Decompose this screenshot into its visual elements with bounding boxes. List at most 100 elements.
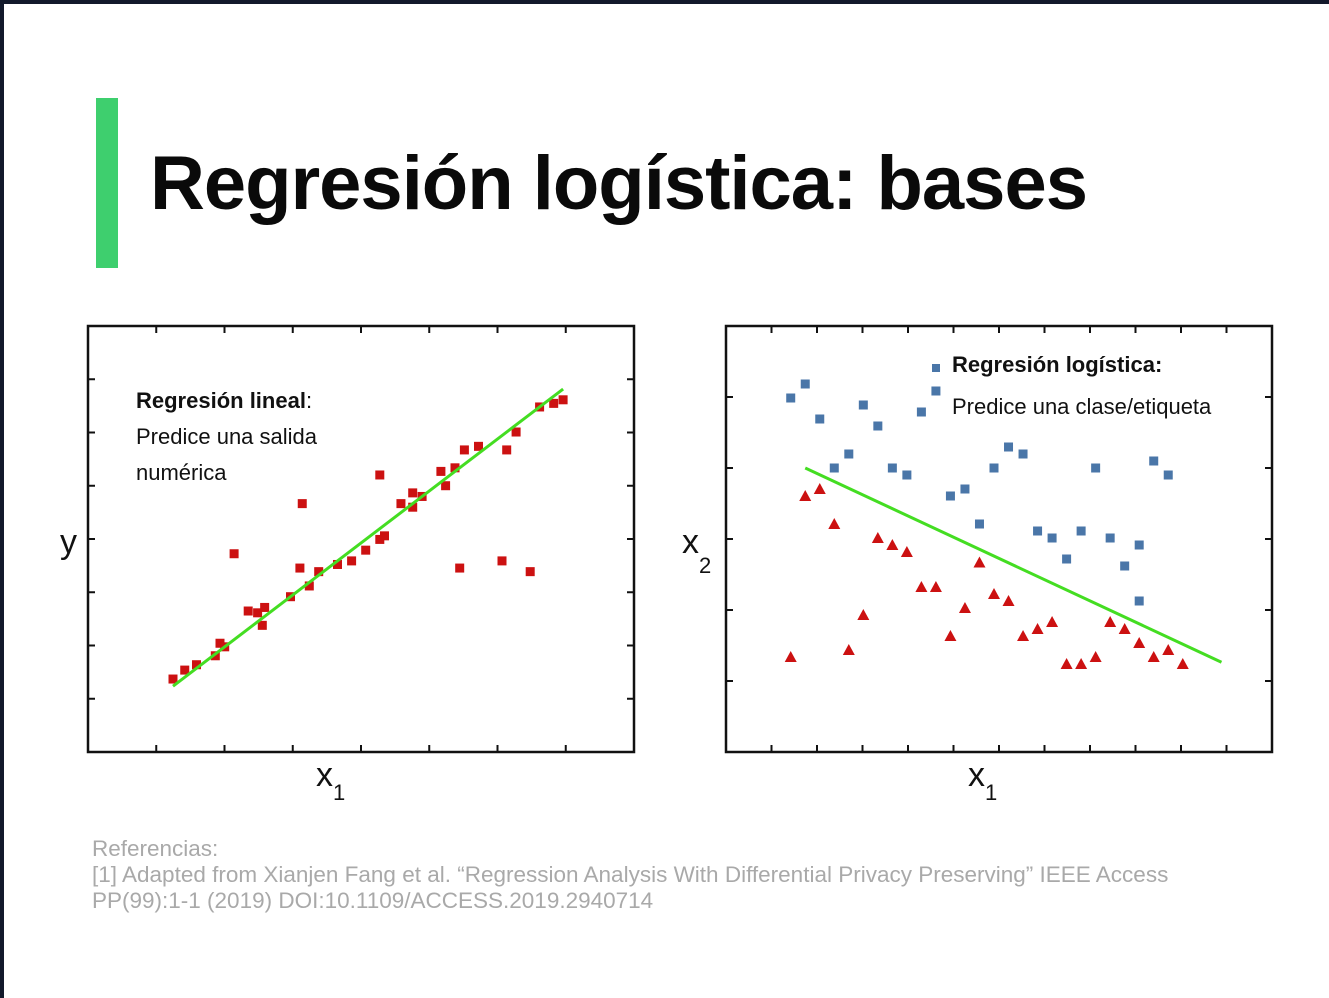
data-point-triangle bbox=[1119, 623, 1131, 634]
x-axis-label-subscript: 1 bbox=[333, 780, 345, 805]
data-point-triangle bbox=[1075, 658, 1087, 669]
data-point-triangle bbox=[973, 557, 985, 568]
x-axis-ticks bbox=[772, 326, 1227, 752]
data-point-square bbox=[873, 422, 882, 431]
data-point-triangle bbox=[988, 588, 1000, 599]
y-axis-label: x2 bbox=[682, 523, 711, 578]
data-point-triangle bbox=[857, 609, 869, 620]
data-point-square bbox=[1106, 534, 1115, 543]
data-point-square bbox=[361, 546, 370, 555]
data-point-square bbox=[380, 531, 389, 540]
data-point-square bbox=[975, 520, 984, 529]
data-point-square bbox=[502, 445, 511, 454]
references: Referencias: [1] Adapted from Xianjen Fa… bbox=[92, 836, 1292, 914]
x-axis-label: x1 bbox=[316, 756, 345, 805]
data-point-square bbox=[1004, 443, 1013, 452]
data-point-square bbox=[990, 464, 999, 473]
data-point-square bbox=[230, 549, 239, 558]
data-point-triangle bbox=[1061, 658, 1073, 669]
data-point-triangle bbox=[799, 490, 811, 501]
reference-line-2: PP(99):1-1 (2019) DOI:10.1109/ACCESS.201… bbox=[92, 888, 1292, 914]
data-point-square bbox=[244, 607, 253, 616]
data-point-triangle bbox=[901, 546, 913, 557]
data-point-triangle bbox=[785, 651, 797, 662]
y-axis-label: y bbox=[60, 523, 77, 561]
data-point-triangle bbox=[915, 581, 927, 592]
data-point-square bbox=[1019, 450, 1028, 459]
data-point-square bbox=[1120, 562, 1129, 571]
data-point-triangle bbox=[1148, 651, 1160, 662]
data-point-square bbox=[1033, 527, 1042, 536]
data-point-square bbox=[526, 567, 535, 576]
data-point-triangle bbox=[1133, 637, 1145, 648]
annotation-title: Regresión logística: bbox=[952, 352, 1162, 377]
data-point-square bbox=[347, 556, 356, 565]
data-point-triangle bbox=[1046, 616, 1058, 627]
data-point-triangle bbox=[1017, 630, 1029, 641]
data-point-square bbox=[1048, 534, 1057, 543]
annotation-line-2: numérica bbox=[136, 460, 227, 485]
plot-frame bbox=[726, 326, 1272, 752]
reference-line-1: [1] Adapted from Xianjen Fang et al. “Re… bbox=[92, 862, 1292, 888]
data-point-triangle bbox=[872, 532, 884, 543]
data-point-square bbox=[298, 499, 307, 508]
data-point-square bbox=[455, 564, 464, 573]
data-point-square bbox=[1091, 464, 1100, 473]
data-point-triangle bbox=[1104, 616, 1116, 627]
linear-regression-plot: Regresión lineal: Predice una salida numér… bbox=[60, 326, 634, 805]
data-point-square bbox=[559, 395, 568, 404]
data-point-triangle bbox=[1162, 644, 1174, 655]
annotation-line-1: Predice una salida bbox=[136, 424, 318, 449]
data-point-square bbox=[830, 464, 839, 473]
annotation-marker bbox=[932, 364, 940, 372]
data-point-square bbox=[1149, 457, 1158, 466]
data-point-triangle bbox=[959, 602, 971, 613]
logistic-regression-plot: Regresión logística: Predice una clase/et… bbox=[682, 326, 1272, 805]
data-point-square bbox=[917, 408, 926, 417]
data-point-square bbox=[815, 415, 824, 424]
data-point-square bbox=[902, 471, 911, 480]
data-point-triangle bbox=[1032, 623, 1044, 634]
slide: Regresión logística: bases Regresión lin… bbox=[4, 4, 1329, 998]
data-point-triangle bbox=[1177, 658, 1189, 669]
data-point-triangle bbox=[930, 581, 942, 592]
references-heading: Referencias: bbox=[92, 836, 1292, 862]
data-point-triangle bbox=[1090, 651, 1102, 662]
data-point-triangle bbox=[886, 539, 898, 550]
series-clase-roja bbox=[785, 483, 1189, 669]
annotation-title: Regresión lineal: bbox=[136, 388, 312, 413]
data-point-square bbox=[1164, 471, 1173, 480]
data-point-square bbox=[960, 485, 969, 494]
data-point-square bbox=[295, 564, 304, 573]
data-point-square bbox=[946, 492, 955, 501]
data-point-square bbox=[1135, 541, 1144, 550]
x-axis-label: x1 bbox=[968, 756, 997, 805]
y-axis-ticks bbox=[726, 397, 1272, 681]
data-point-square bbox=[408, 488, 417, 497]
annotation-line-1: Predice una clase/etiqueta bbox=[952, 394, 1212, 419]
data-point-square bbox=[375, 470, 384, 479]
data-point-square bbox=[888, 464, 897, 473]
data-point-square bbox=[396, 499, 405, 508]
data-point-square bbox=[859, 401, 868, 410]
data-point-square bbox=[844, 450, 853, 459]
decision-boundary bbox=[805, 468, 1221, 662]
data-point-triangle bbox=[814, 483, 826, 494]
annotation-suffix: : bbox=[306, 388, 312, 413]
x-axis-label-subscript: 1 bbox=[985, 780, 997, 805]
data-point-square bbox=[931, 387, 940, 396]
data-point-square bbox=[1077, 527, 1086, 536]
data-point-triangle bbox=[828, 518, 840, 529]
data-point-square bbox=[1135, 597, 1144, 606]
data-point-triangle bbox=[944, 630, 956, 641]
data-point-square bbox=[436, 467, 445, 476]
y-axis-label-subscript: 2 bbox=[699, 553, 711, 578]
data-point-square bbox=[786, 394, 795, 403]
data-point-triangle bbox=[1003, 595, 1015, 606]
data-point-square bbox=[460, 445, 469, 454]
data-point-triangle bbox=[843, 644, 855, 655]
data-point-square bbox=[801, 380, 810, 389]
data-point-square bbox=[260, 603, 269, 612]
data-point-square bbox=[498, 556, 507, 565]
data-point-square bbox=[1062, 555, 1071, 564]
